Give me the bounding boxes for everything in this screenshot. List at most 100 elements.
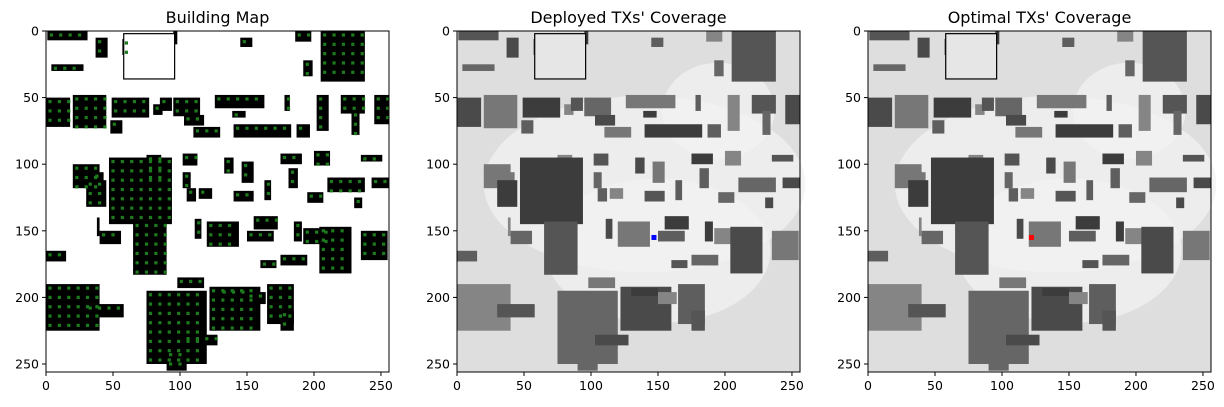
building (1042, 288, 1069, 297)
building (1102, 254, 1130, 266)
building (1117, 31, 1134, 42)
receiver-dot (49, 33, 53, 37)
receiver-dot (273, 126, 277, 130)
y-tick-label: 200 (15, 290, 39, 305)
receiver-dot (76, 323, 80, 327)
receiver-dot (158, 321, 162, 325)
receiver-dot (332, 70, 336, 74)
receiver-dot (158, 215, 162, 220)
receiver-dot (221, 307, 225, 311)
receiver-dot (185, 174, 189, 178)
building (908, 304, 946, 318)
receiver-dot (175, 109, 179, 113)
receiver-dot (148, 157, 153, 161)
building (521, 120, 534, 134)
building (1015, 126, 1043, 138)
receiver-dot (116, 306, 120, 310)
y-tick-label: 150 (426, 223, 450, 238)
receiver-dot (249, 317, 253, 321)
transmitter-marker (1028, 234, 1034, 240)
receiver-dot (282, 257, 287, 261)
receiver-dot (135, 270, 139, 274)
receiver-dot (84, 125, 88, 129)
building (894, 94, 929, 129)
receiver-dot (177, 339, 181, 343)
receiver-dot (53, 66, 57, 70)
receiver-dot (186, 337, 190, 341)
x-tick-label: 150 (235, 378, 259, 393)
receiver-dot (148, 197, 153, 201)
receiver-dot (234, 113, 238, 117)
building (652, 161, 665, 183)
receiver-dot (321, 229, 325, 233)
receiver-dot (148, 302, 153, 306)
receiver-dot (186, 311, 190, 315)
receiver-dot (148, 178, 153, 182)
receiver-dot (323, 42, 327, 46)
receiver-dot (97, 201, 102, 205)
building (644, 124, 703, 138)
building (1055, 124, 1114, 138)
receiver-dot (84, 175, 88, 180)
receiver-dot (186, 302, 190, 306)
receiver-dot (148, 330, 153, 334)
receiver-dot (288, 295, 292, 300)
receiver-dot (139, 206, 143, 210)
receiver-dot (352, 106, 356, 110)
receiver-dot (298, 126, 303, 130)
receiver-dot (139, 187, 143, 192)
building (635, 157, 645, 174)
receiver-dot (111, 206, 115, 210)
receiver-dot (124, 50, 128, 54)
y-tick-label: 50 (845, 90, 861, 105)
receiver-dot (363, 251, 367, 256)
receiver-dot (340, 266, 344, 270)
receiver-dot (244, 173, 248, 177)
building (96, 217, 100, 237)
receiver-dot (97, 49, 102, 53)
building (643, 110, 657, 118)
receiver-dot (331, 247, 335, 252)
receiver-dot (324, 239, 328, 244)
receiver-dot (185, 155, 189, 160)
receiver-dot (67, 323, 71, 327)
receiver-dot (316, 153, 320, 157)
building (1129, 192, 1146, 203)
receiver-dot (155, 106, 159, 110)
receiver-dot (245, 193, 249, 197)
y-tick-label: 250 (837, 357, 861, 372)
building (159, 97, 172, 111)
receiver-dot (158, 302, 162, 306)
building (762, 110, 771, 135)
building (1004, 153, 1020, 166)
receiver-dot (186, 330, 190, 334)
plaza-outline (123, 33, 176, 80)
receiver-dot (286, 106, 291, 110)
receiver-dot (154, 261, 158, 265)
receiver-dot (288, 286, 292, 290)
receiver-dot (351, 42, 355, 46)
receiver-dot (186, 321, 190, 325)
x-tick-label: 150 (1057, 378, 1081, 393)
receiver-dot (189, 279, 193, 284)
receiver-dot (374, 179, 378, 184)
building (1006, 334, 1040, 346)
receiver-dot (154, 242, 158, 246)
x-tick-label: 250 (1191, 378, 1215, 393)
receiver-dot (356, 199, 360, 204)
building (1086, 180, 1094, 201)
receiver-dot (158, 178, 162, 182)
receiver-dot (67, 305, 71, 309)
receiver-dot (139, 169, 143, 173)
building (316, 94, 329, 131)
building (765, 197, 774, 209)
receiver-dot (158, 206, 162, 210)
building (340, 94, 365, 114)
building (995, 97, 1023, 117)
receiver-dot (269, 295, 273, 300)
receiver-dot (95, 323, 99, 327)
receiver-dot (67, 314, 71, 318)
receiver-dot (57, 99, 61, 104)
receiver-dot (360, 42, 364, 46)
